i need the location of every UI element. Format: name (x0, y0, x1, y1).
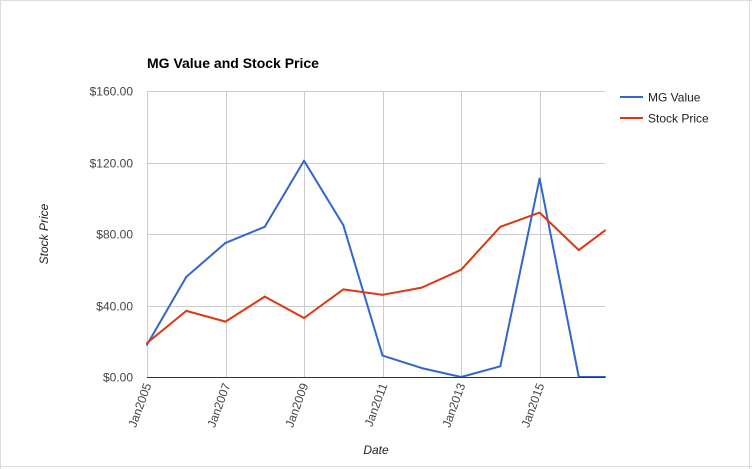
data-point-mg-value (342, 224, 345, 227)
data-point-stock-price (342, 288, 345, 291)
y-tick-label: $160.00 (90, 85, 134, 99)
legend-label-stock-price: Stock Price (648, 112, 709, 126)
series-lines (146, 159, 606, 378)
y-tick-label: $80.00 (96, 228, 133, 242)
data-point-stock-price (146, 342, 148, 344)
y-tick-label: $120.00 (90, 157, 134, 171)
data-point-stock-price (420, 286, 423, 289)
data-point-mg-value (263, 225, 266, 228)
data-point-stock-price (499, 225, 502, 228)
data-point-stock-price (224, 320, 227, 323)
chart-title: MG Value and Stock Price (147, 55, 319, 71)
data-point-mg-value (420, 367, 423, 370)
y-axis-title: Stock Price (37, 203, 51, 264)
data-point-stock-price (381, 293, 384, 296)
data-point-mg-value (303, 159, 305, 162)
legend-label-mg-value: MG Value (648, 91, 701, 105)
y-tick-label: $0.00 (103, 371, 133, 385)
x-axis-title: Date (363, 443, 389, 457)
gridlines (147, 91, 605, 377)
data-point-stock-price (185, 309, 188, 312)
data-point-stock-price (460, 268, 463, 271)
data-point-stock-price (604, 229, 606, 232)
y-tick-label: $40.00 (96, 300, 133, 314)
data-point-mg-value (185, 275, 188, 278)
data-point-mg-value (499, 365, 502, 368)
data-point-stock-price (577, 249, 580, 252)
data-point-stock-price (263, 295, 266, 298)
y-axis-ticks: $0.00 $40.00 $80.00 $120.00 $160.00 (90, 85, 134, 385)
data-point-mg-value (381, 354, 384, 357)
data-point-mg-value (146, 343, 148, 346)
data-point-mg-value (224, 241, 227, 244)
data-point-mg-value (538, 177, 541, 180)
data-point-stock-price (538, 211, 541, 214)
legend: MG Value Stock Price (620, 91, 709, 126)
data-point-stock-price (303, 317, 305, 319)
